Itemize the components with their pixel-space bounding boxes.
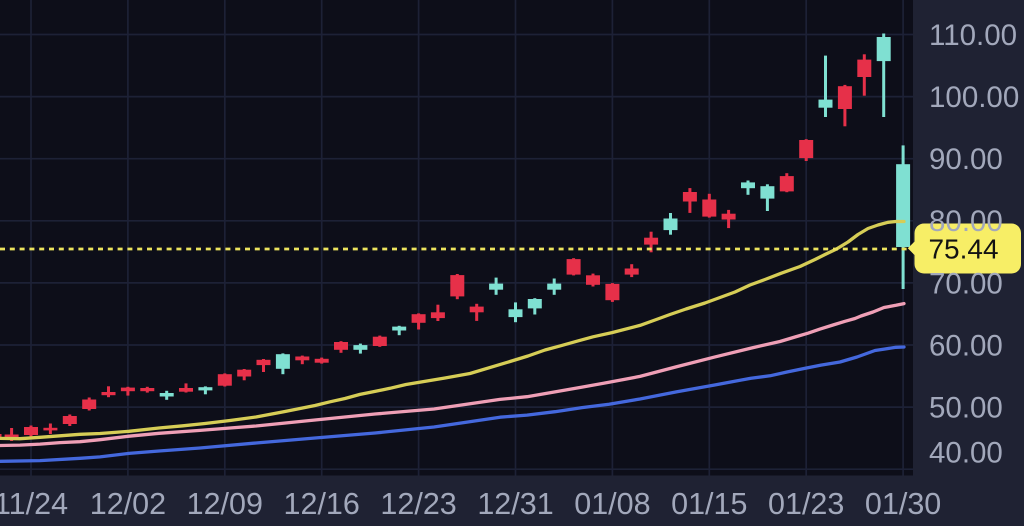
svg-text:12/23: 12/23 <box>380 487 456 521</box>
svg-text:11/24: 11/24 <box>0 487 68 521</box>
svg-text:01/23: 01/23 <box>768 487 844 521</box>
svg-text:01/15: 01/15 <box>671 487 747 521</box>
svg-text:01/08: 01/08 <box>574 487 650 521</box>
svg-text:100.00: 100.00 <box>929 81 1019 114</box>
svg-text:01/30: 01/30 <box>865 487 941 521</box>
svg-text:12/16: 12/16 <box>284 487 360 521</box>
svg-text:60.00: 60.00 <box>929 329 1003 362</box>
svg-text:12/09: 12/09 <box>187 487 263 521</box>
svg-text:110.00: 110.00 <box>929 19 1017 52</box>
svg-text:90.00: 90.00 <box>929 143 1003 176</box>
svg-text:80.00: 80.00 <box>929 205 1003 238</box>
svg-text:12/31: 12/31 <box>477 487 553 521</box>
svg-text:70.00: 70.00 <box>929 267 1003 300</box>
svg-text:50.00: 50.00 <box>929 392 1003 425</box>
svg-text:12/02: 12/02 <box>90 487 166 521</box>
svg-text:40.00: 40.00 <box>929 436 1003 469</box>
svg-text:75.44: 75.44 <box>928 233 998 264</box>
